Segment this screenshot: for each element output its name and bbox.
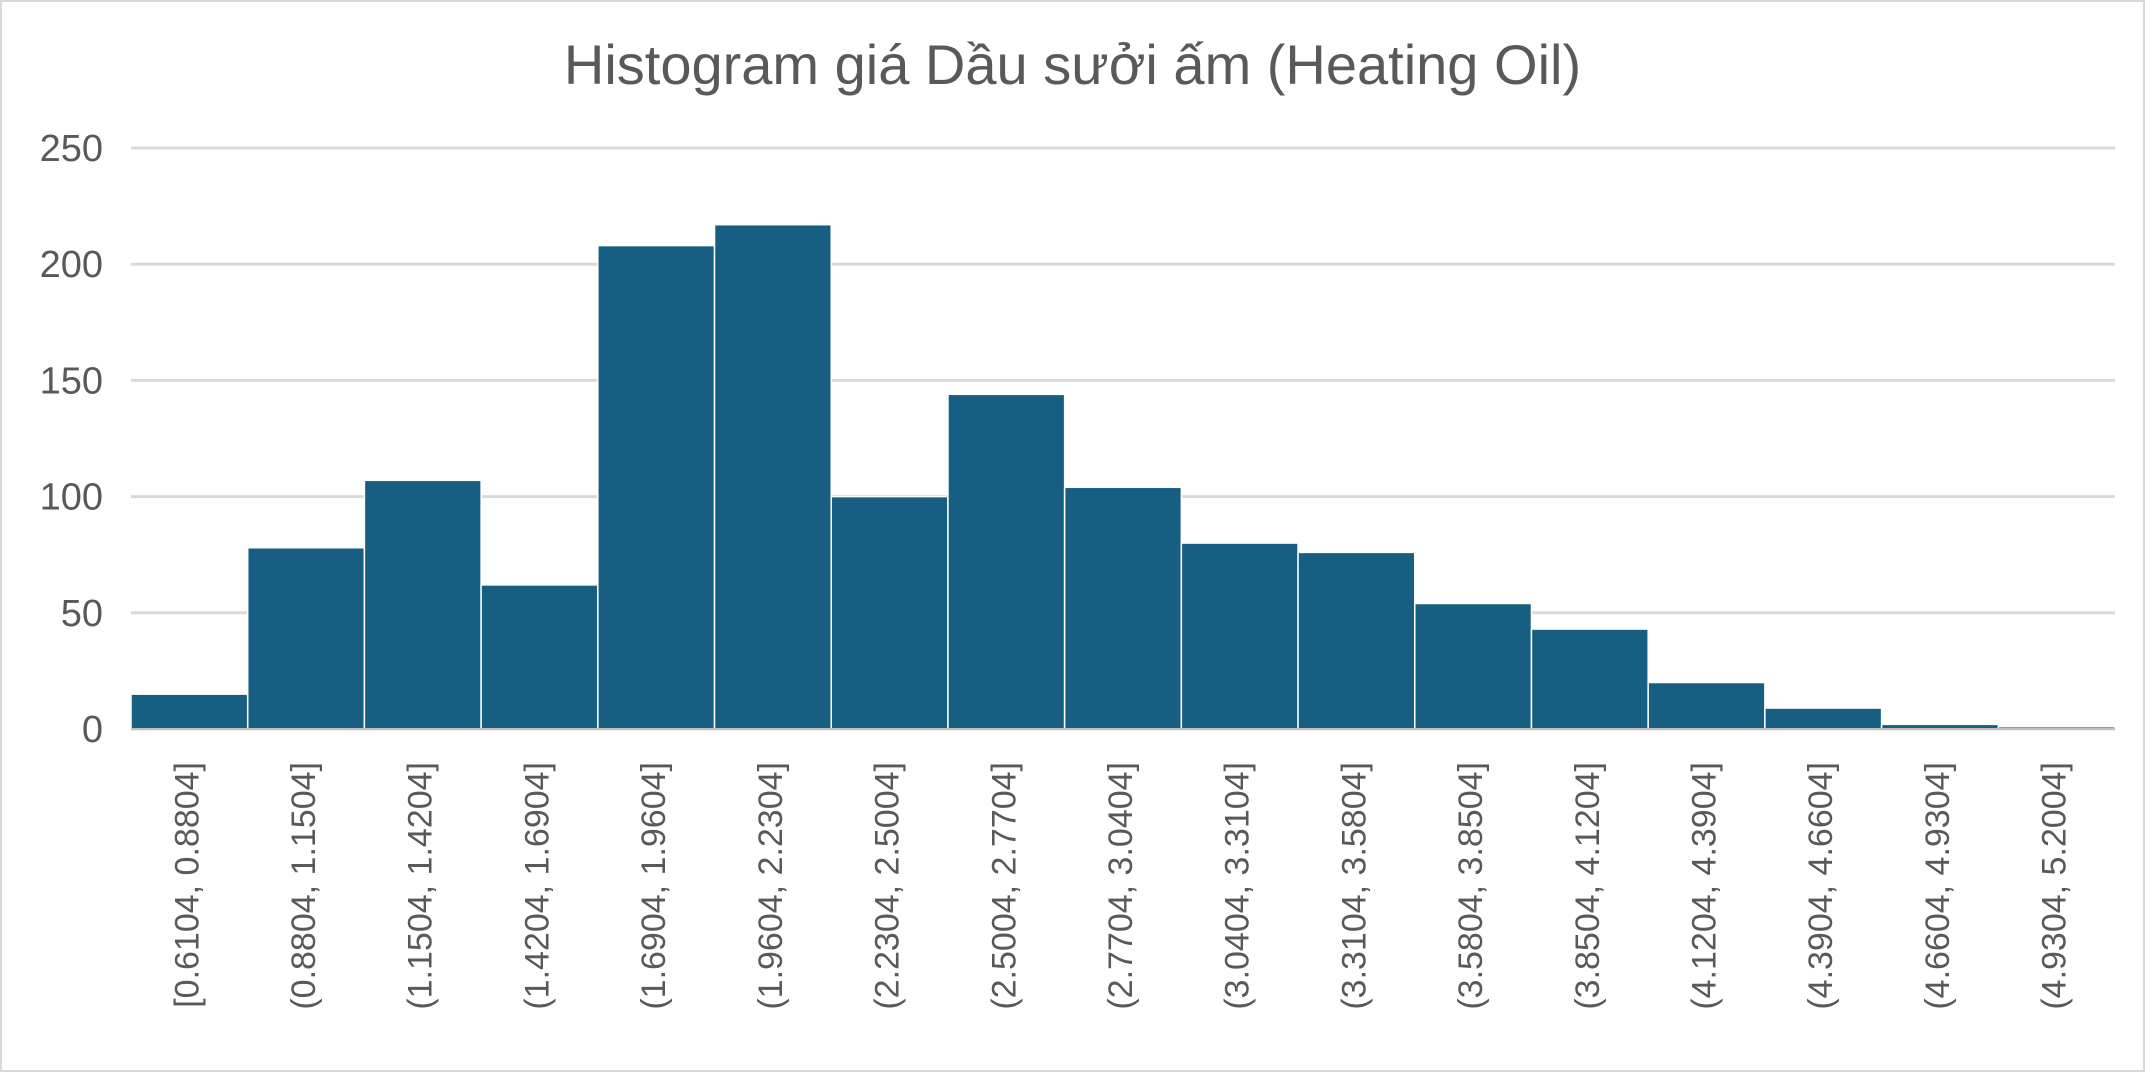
x-tick-label: (0.8804, 1.1504] — [285, 762, 323, 1010]
y-tick-label: 200 — [40, 244, 103, 286]
histogram-bar — [1297, 551, 1416, 730]
x-tick-label: (4.1204, 4.3904] — [1686, 762, 1724, 1010]
x-tick-label: (1.1504, 1.4204] — [402, 762, 440, 1010]
histogram-bar — [713, 223, 832, 730]
x-tick-label: (2.7704, 3.0404] — [1102, 762, 1140, 1010]
y-tick-label: 100 — [40, 477, 103, 519]
histogram-bar — [130, 693, 249, 730]
histogram-bar — [1414, 602, 1533, 730]
x-tick-label: (2.5004, 2.7704] — [985, 762, 1023, 1010]
x-tick-label: (2.2304, 2.5004] — [869, 762, 907, 1010]
x-tick-label: (1.6904, 1.9604] — [635, 762, 673, 1010]
histogram-bar — [363, 479, 482, 730]
histogram-bar — [246, 546, 366, 730]
histogram-bar — [830, 495, 949, 730]
histogram-bar — [1764, 707, 1883, 730]
x-tick-label: (1.9604, 2.2304] — [752, 762, 790, 1010]
x-tick-label: (3.3104, 3.5804] — [1335, 762, 1373, 1010]
histogram-bar — [1180, 542, 1299, 730]
histogram-bar — [1647, 681, 1766, 730]
x-tick-label: (4.6604, 4.9304] — [1919, 762, 1957, 1010]
x-tick-label: (1.4204, 1.6904] — [518, 762, 556, 1010]
x-tick-label: (4.3904, 4.6604] — [1802, 762, 1840, 1010]
histogram-bar — [947, 393, 1066, 730]
x-tick-label: (4.9304, 5.2004] — [2036, 762, 2074, 1010]
x-tick-label: (3.8504, 4.1204] — [1569, 762, 1607, 1010]
y-tick-label: 250 — [40, 128, 103, 170]
x-tick-label: (3.5804, 3.8504] — [1452, 762, 1490, 1010]
histogram-bar — [1063, 486, 1183, 730]
y-tick-label: 50 — [61, 593, 103, 635]
x-tick-label: [0.6104, 0.8804] — [168, 762, 206, 1008]
chart-title: Histogram giá Dầu sưởi ấm (Heating Oil) — [563, 33, 1582, 96]
x-tick-label: (3.0404, 3.3104] — [1219, 762, 1257, 1010]
y-tick-label: 150 — [40, 360, 103, 402]
y-tick-label: 0 — [82, 709, 103, 751]
histogram-bar — [1530, 628, 1649, 730]
histogram-bar — [480, 584, 599, 730]
histogram-bar — [597, 244, 716, 730]
